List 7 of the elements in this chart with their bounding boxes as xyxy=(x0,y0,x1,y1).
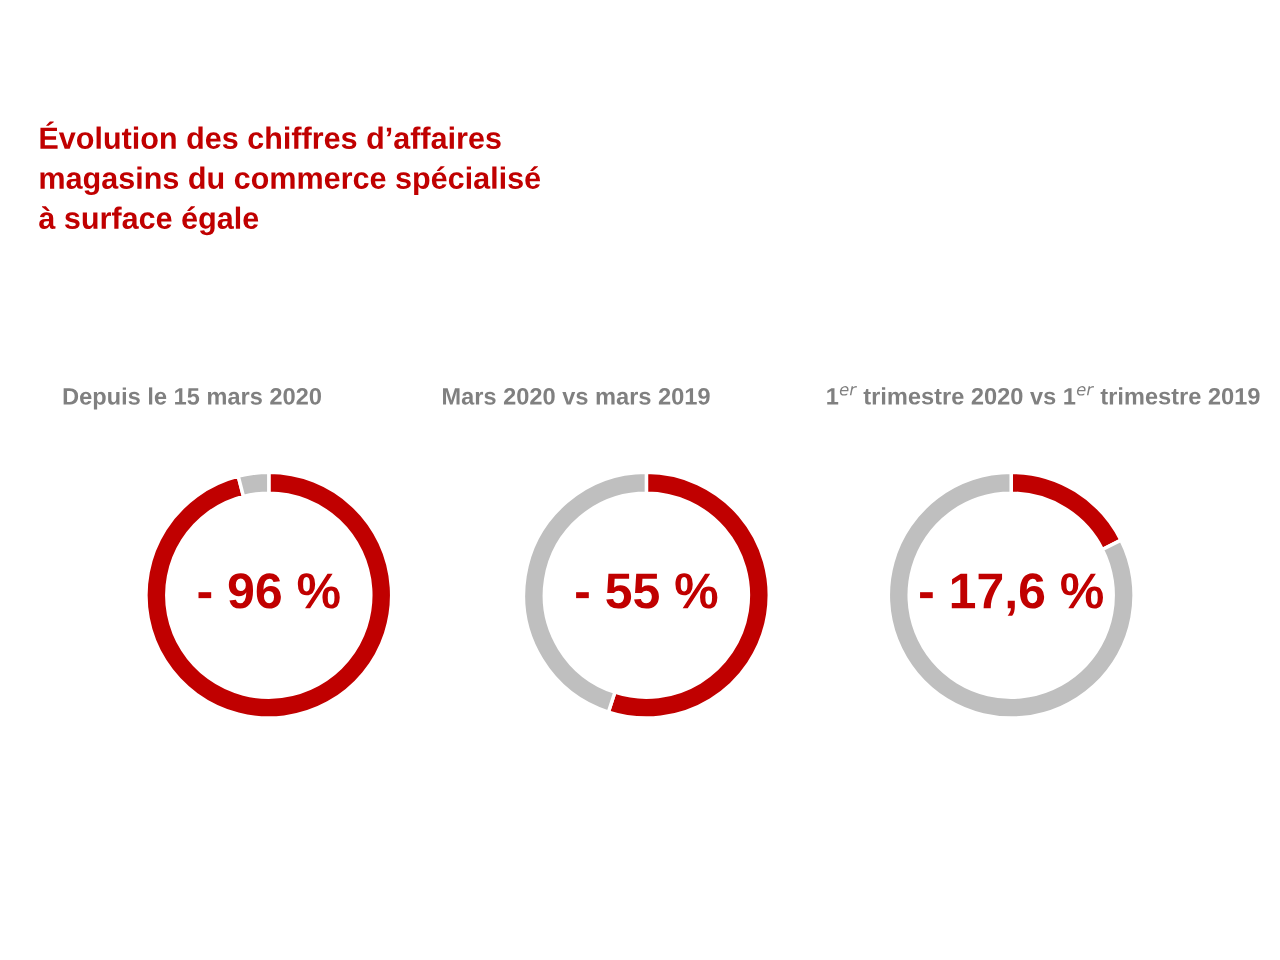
chart-subtitle: Mars 2020 vs mars 2019 xyxy=(443,388,710,405)
chart-subtitle: 1$^{er}$ trimestre 2020 vs 1$^{er}$ trimestre 2019 xyxy=(827,386,1260,405)
chart-subtitle: Depuis le 15 mars 2020 xyxy=(63,387,321,410)
text: - 96 % xyxy=(198,573,340,609)
text: - 17,6 % xyxy=(920,573,1103,616)
chart-title: Évolution des chiffres d’affaires magasins du commerce spécialisé à surface égale xyxy=(39,121,541,236)
text: - 55 % xyxy=(576,573,718,609)
